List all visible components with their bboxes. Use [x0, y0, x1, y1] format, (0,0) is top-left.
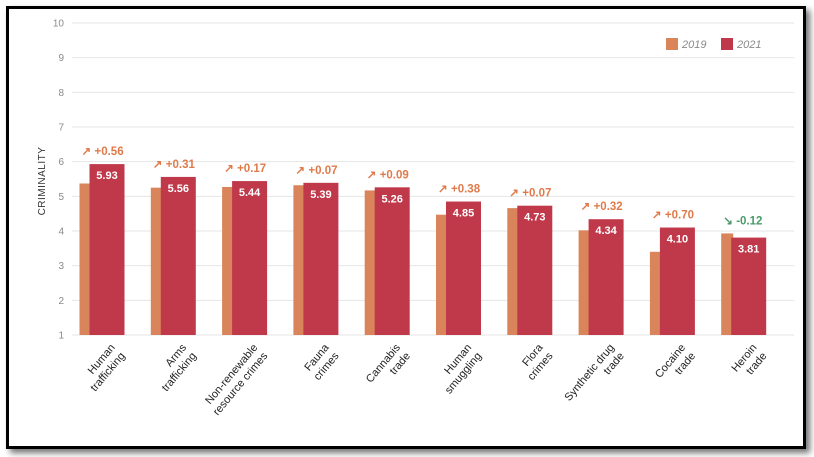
legend-swatch-2021: [721, 38, 733, 50]
bar-2019: [649, 251, 662, 335]
arrow-up-right-icon: ↗: [153, 159, 163, 171]
bar-2021: [374, 187, 410, 335]
bars: 5.93↗ +0.565.56↗ +0.315.44↗ +0.175.39↗ +0.07…: [79, 146, 767, 335]
bar-2019: [364, 190, 377, 335]
y-tick-label: 9: [58, 53, 64, 64]
y-tick-label: 8: [58, 88, 64, 99]
y-axis-label: CRIMINALITY: [37, 147, 48, 216]
bar-2019: [578, 230, 591, 335]
change-label: +0.70: [665, 210, 694, 222]
value-label: 5.56: [168, 183, 189, 195]
change-label: +0.56: [95, 146, 124, 158]
bar-2021: [232, 181, 268, 335]
chart-frame: 1 2 3 4 5 6 7 8 9 10 CRIMINALITY 5.93 ↗ +0.56 5.56 ↗ +…: [6, 6, 806, 449]
arrow-up-right-icon: ↗: [652, 210, 662, 222]
value-label: 5.93: [96, 170, 117, 182]
value-label: 4.34: [595, 225, 617, 237]
y-axis-ticks: 1 2 3 4 5 6 7 8 9 10: [53, 19, 65, 342]
arrow-up-right-icon: ↗: [581, 201, 591, 213]
bar-2021: [446, 201, 481, 335]
value-label: 3.81: [738, 244, 759, 256]
bar-2021: [303, 182, 339, 335]
arrow-down-right-icon: ↘: [723, 215, 733, 227]
bar-2019: [507, 208, 520, 335]
value-label: 5.39: [310, 189, 331, 201]
change-label: +0.38: [451, 184, 481, 196]
bar-2019: [721, 233, 734, 335]
bar-2021: [160, 176, 196, 335]
legend-label-2019: 2019: [681, 39, 706, 51]
arrow-up-right-icon: ↗: [509, 188, 519, 200]
y-tick-label: 1: [58, 331, 64, 342]
legend-swatch-2019: [666, 38, 678, 50]
bar-2019: [293, 185, 306, 335]
bar-2021: [659, 227, 695, 335]
y-tick-label: 3: [58, 261, 64, 272]
bar-2021: [517, 205, 553, 335]
legend: 2019 2021: [666, 38, 761, 51]
y-tick-label: 2: [58, 296, 64, 307]
value-label: 5.44: [239, 187, 261, 199]
bar-2019: [150, 187, 163, 335]
bar-2019: [79, 183, 92, 335]
arrow-up-right-icon: ↗: [82, 146, 92, 158]
change-label: +0.17: [237, 163, 266, 175]
change-label: +0.09: [380, 169, 409, 181]
bar-2019: [222, 186, 235, 335]
legend-label-2021: 2021: [736, 39, 761, 51]
y-tick-label: 7: [58, 123, 64, 134]
arrow-up-right-icon: ↗: [367, 169, 377, 181]
change-label: +0.32: [594, 201, 623, 213]
y-tick-label: 4: [58, 227, 64, 238]
y-tick-label: 10: [53, 19, 65, 30]
y-tick-label: 6: [58, 157, 64, 168]
change-label: +0.07: [522, 188, 551, 200]
bar-2019: [436, 214, 448, 335]
arrow-up-right-icon: ↗: [224, 163, 234, 175]
arrow-up-right-icon: ↗: [295, 165, 305, 177]
bar-2021: [588, 219, 624, 335]
bar-2021: [89, 164, 125, 335]
value-label: 4.73: [524, 212, 545, 224]
bar-2021: [731, 237, 767, 335]
y-tick-label: 5: [58, 192, 64, 203]
change-label: -0.12: [736, 215, 762, 227]
arrow-up-right-icon: ↗: [438, 184, 448, 196]
change-label: +0.07: [308, 165, 337, 177]
value-label: 4.10: [667, 234, 688, 246]
value-label: 4.85: [453, 208, 474, 220]
change-label: +0.31: [166, 159, 196, 171]
value-label: 5.26: [381, 193, 402, 205]
